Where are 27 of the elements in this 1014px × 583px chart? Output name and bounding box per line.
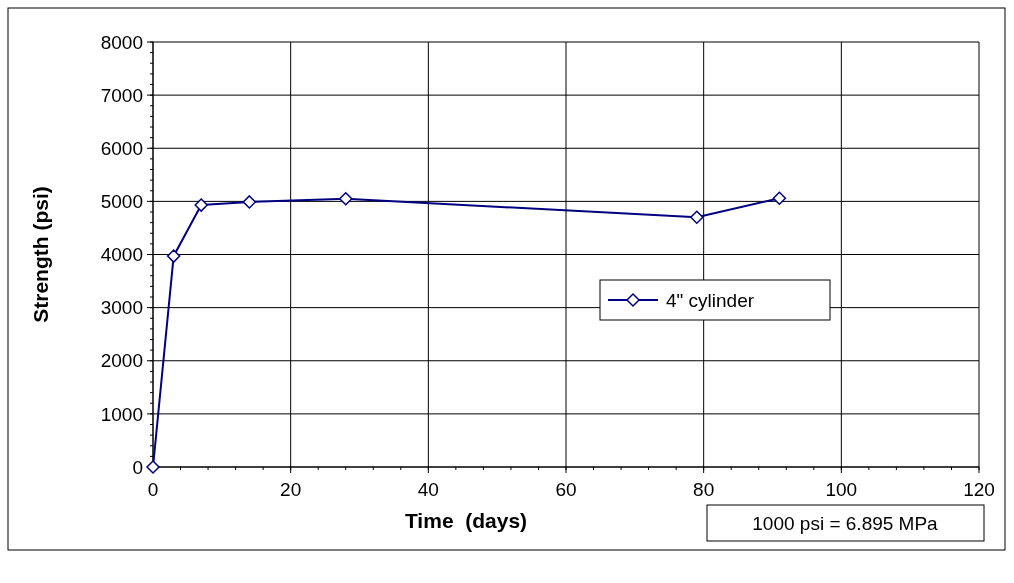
x-tick-label: 0: [147, 479, 159, 500]
x-tick-label: 60: [555, 479, 577, 500]
point: [690, 210, 704, 225]
x-tick-label: 100: [825, 479, 858, 500]
point: [166, 249, 181, 263]
x-tick-label: 80: [693, 479, 715, 500]
x-tick-label: 120: [963, 479, 995, 500]
point: [338, 191, 353, 206]
y-tick-label: 2000: [100, 350, 143, 372]
y-tick-label: 6000: [100, 137, 143, 159]
y-tick-label: 5000: [100, 191, 143, 213]
y-tick-label: 3000: [100, 297, 143, 319]
point: [242, 195, 257, 209]
x-tick-label: 40: [417, 479, 439, 500]
point: [772, 191, 787, 205]
point: [194, 198, 208, 212]
y-tick-label: 8000: [100, 31, 143, 53]
x-tick-label: 20: [280, 479, 302, 500]
y-axis-title: Strength (psi): [29, 186, 52, 323]
y-tick-label: 1000: [100, 403, 143, 425]
text: 1000 psi = 6.895 MPa: [752, 512, 939, 534]
point: [146, 460, 160, 474]
y-tick-label: 4000: [100, 244, 143, 266]
y-tick-label: 0: [132, 456, 143, 478]
y-tick-label: 7000: [100, 84, 143, 106]
legend-label: 4" cylinder: [666, 289, 755, 311]
x-axis-title: Time (days): [404, 509, 528, 532]
